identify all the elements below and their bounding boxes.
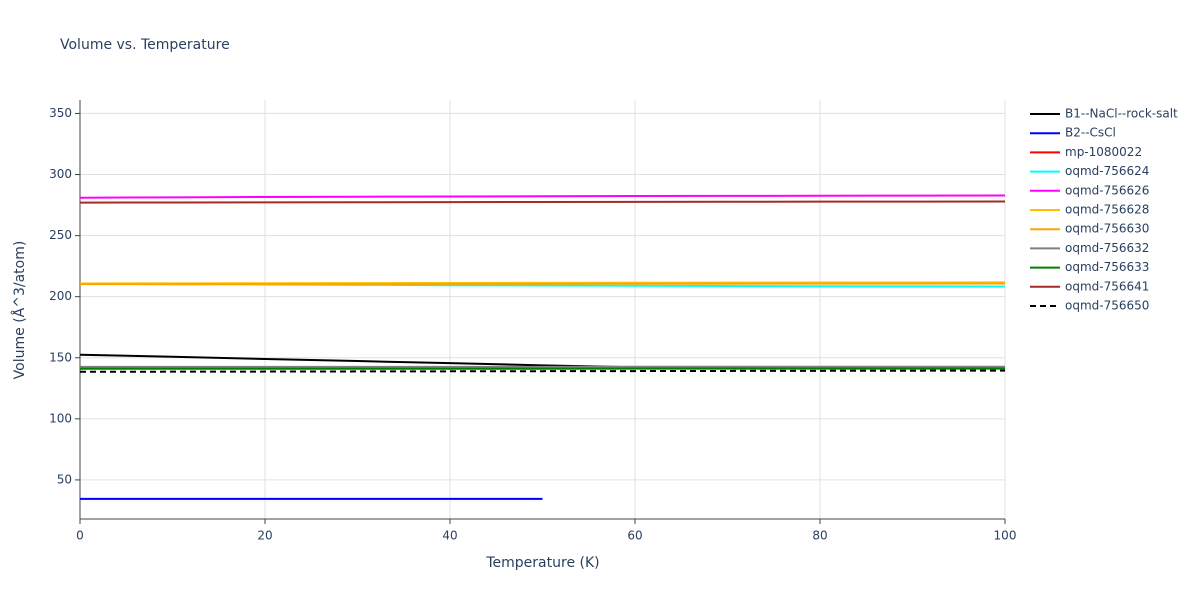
y-axis-label: Volume (Å^3/atom) xyxy=(11,241,28,380)
series-line xyxy=(80,283,1005,284)
x-tick-label: 0 xyxy=(76,529,84,543)
chart-title: Volume vs. Temperature xyxy=(60,37,230,53)
x-tick-label: 20 xyxy=(257,529,272,543)
legend-label: oqmd-756624 xyxy=(1065,164,1149,178)
y-tick-label: 100 xyxy=(49,411,72,425)
legend-label: oqmd-756633 xyxy=(1065,260,1149,274)
series-line xyxy=(80,196,1005,198)
legend-label: B1--NaCl--rock-salt xyxy=(1065,107,1178,121)
y-tick-label: 50 xyxy=(57,472,72,486)
x-tick-label: 60 xyxy=(627,529,642,543)
legend-label: B2--CsCl xyxy=(1065,126,1116,140)
x-tick-label: 40 xyxy=(442,529,457,543)
y-tick-label: 300 xyxy=(49,167,72,181)
legend-label: mp-1080022 xyxy=(1065,145,1142,159)
y-tick-label: 200 xyxy=(49,289,72,303)
legend-label: oqmd-756630 xyxy=(1065,222,1149,236)
legend-label: oqmd-756650 xyxy=(1065,299,1149,313)
series-line xyxy=(80,371,1005,372)
x-tick-label: 100 xyxy=(994,529,1017,543)
legend-label: oqmd-756628 xyxy=(1065,203,1149,217)
y-tick-label: 250 xyxy=(49,228,72,242)
legend-label: oqmd-756626 xyxy=(1065,183,1149,197)
x-axis-label: Temperature (K) xyxy=(485,555,599,571)
legend-label: oqmd-756632 xyxy=(1065,241,1149,255)
legend-label: oqmd-756641 xyxy=(1065,279,1149,293)
series-line xyxy=(80,202,1005,203)
y-tick-label: 150 xyxy=(49,350,72,364)
x-tick-label: 80 xyxy=(812,529,827,543)
y-tick-label: 350 xyxy=(49,106,72,120)
